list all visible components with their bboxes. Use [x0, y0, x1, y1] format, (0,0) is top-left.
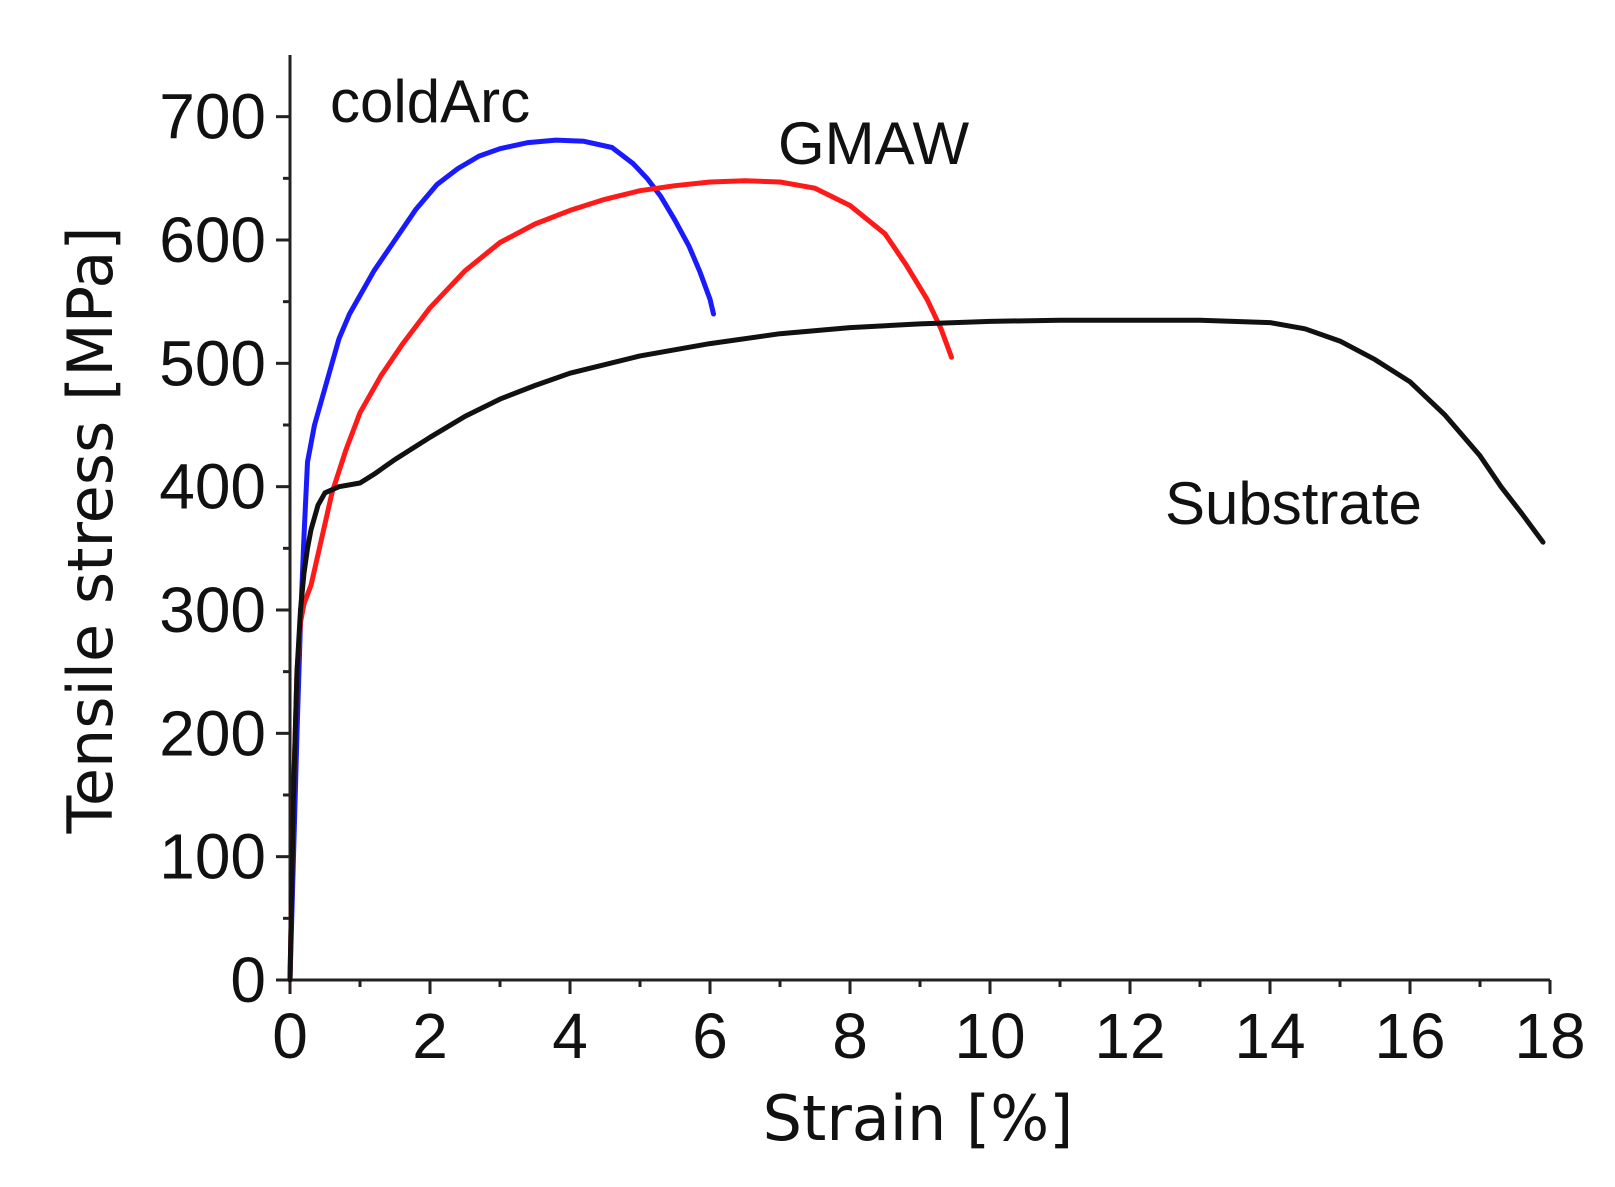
y-ticks: 0 100 200 300 400 500 600 700 [159, 81, 290, 1016]
y-tick-label: 100 [159, 821, 266, 893]
y-tick-label: 400 [159, 451, 266, 523]
y-tick-label: 600 [159, 204, 266, 276]
y-tick-label: 0 [230, 944, 266, 1016]
series-line-coldarc [287, 137, 716, 983]
x-tick-label: 18 [1514, 1000, 1585, 1072]
x-tick-label: 10 [954, 1000, 1025, 1072]
series-lines [287, 137, 1546, 983]
x-axis-title: Strain [%] [763, 1082, 1074, 1155]
series-label-coldarc: coldArc [330, 68, 530, 135]
y-tick-label: 200 [159, 697, 266, 769]
x-tick-label: 8 [832, 1000, 868, 1072]
x-tick-label: 12 [1094, 1000, 1165, 1072]
series-label-substrate: Substrate [1165, 470, 1422, 537]
x-tick-label: 4 [552, 1000, 588, 1072]
axes: 0 100 200 300 400 500 600 700 0 2 4 6 8 10 12 14 16 18 [159, 55, 1586, 1072]
x-ticks: 0 2 4 6 8 10 12 14 16 18 [272, 980, 1586, 1072]
x-tick-label: 0 [272, 1000, 308, 1072]
y-axis-title: Tensile stress [MPa] [54, 226, 127, 834]
y-tick-label: 700 [159, 81, 266, 153]
x-tick-label: 14 [1234, 1000, 1305, 1072]
x-tick-label: 6 [692, 1000, 728, 1072]
series-line-substrate [287, 317, 1546, 983]
series-line-gmaw [287, 178, 954, 983]
y-tick-label: 300 [159, 574, 266, 646]
series-labels: coldArc GMAW Substrate [330, 68, 1422, 537]
x-tick-label: 2 [412, 1000, 448, 1072]
y-tick-label: 500 [159, 327, 266, 399]
series-label-gmaw: GMAW [778, 110, 969, 177]
x-tick-label: 16 [1374, 1000, 1445, 1072]
